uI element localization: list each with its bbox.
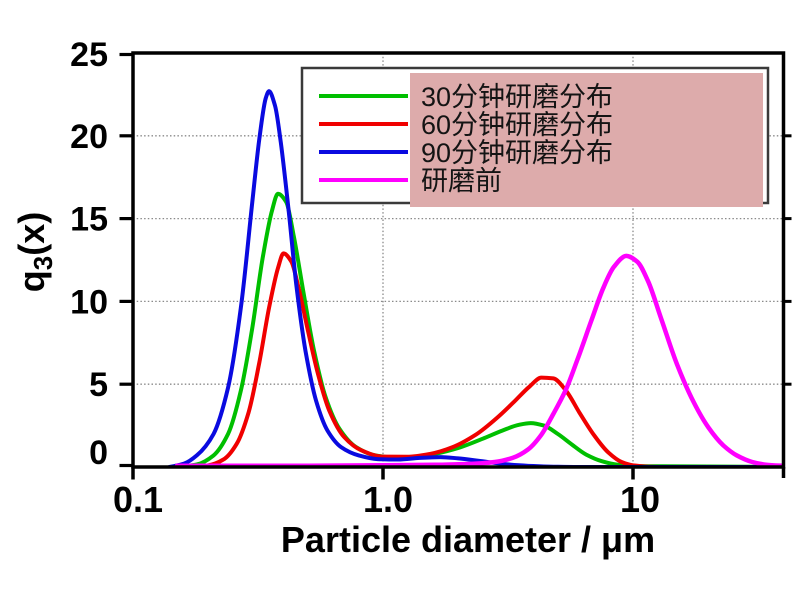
legend: 30分钟研磨分布 60分钟研磨分布 90分钟研磨分布 研磨前 <box>300 66 770 207</box>
legend-label-before: 研磨前 <box>421 166 502 196</box>
y-ticks-left <box>119 52 133 468</box>
legend-label-60min: 60分钟研磨分布 <box>421 110 613 140</box>
legend-label-90min: 90分钟研磨分布 <box>421 138 613 168</box>
series-before-curve <box>174 253 784 467</box>
x-axis-title: Particle diameter / μm <box>281 519 655 560</box>
y-tick-label-20: 20 <box>70 118 108 156</box>
x-tick-labels: 0.1 1.0 10 <box>113 479 660 520</box>
legend-label-30min: 30分钟研磨分布 <box>421 82 613 112</box>
y-axis-title: q3(x) <box>11 212 58 292</box>
y-tick-label-10: 10 <box>70 284 108 322</box>
series-60min-curve <box>188 251 784 467</box>
y-tick-label-0: 0 <box>89 434 108 472</box>
x-ticks-bottom <box>131 467 786 480</box>
x-tick-label-0.1: 0.1 <box>113 479 163 520</box>
y-tick-label-5: 5 <box>89 366 108 404</box>
y-ticks-right <box>783 134 792 386</box>
series-curves <box>167 89 784 467</box>
y-tick-label-25: 25 <box>70 36 108 74</box>
y-tick-label-15: 15 <box>70 201 108 239</box>
y-tick-labels: 0 5 10 15 20 25 <box>70 36 108 472</box>
x-tick-label-1.0: 1.0 <box>363 479 413 520</box>
plot-frame <box>131 51 786 469</box>
series-90min-curve <box>167 89 784 467</box>
x-tick-label-10: 10 <box>620 479 660 520</box>
x-gridlines <box>382 53 634 467</box>
legend-highlight-overlay <box>410 73 763 207</box>
series-30min-curve <box>175 191 784 467</box>
